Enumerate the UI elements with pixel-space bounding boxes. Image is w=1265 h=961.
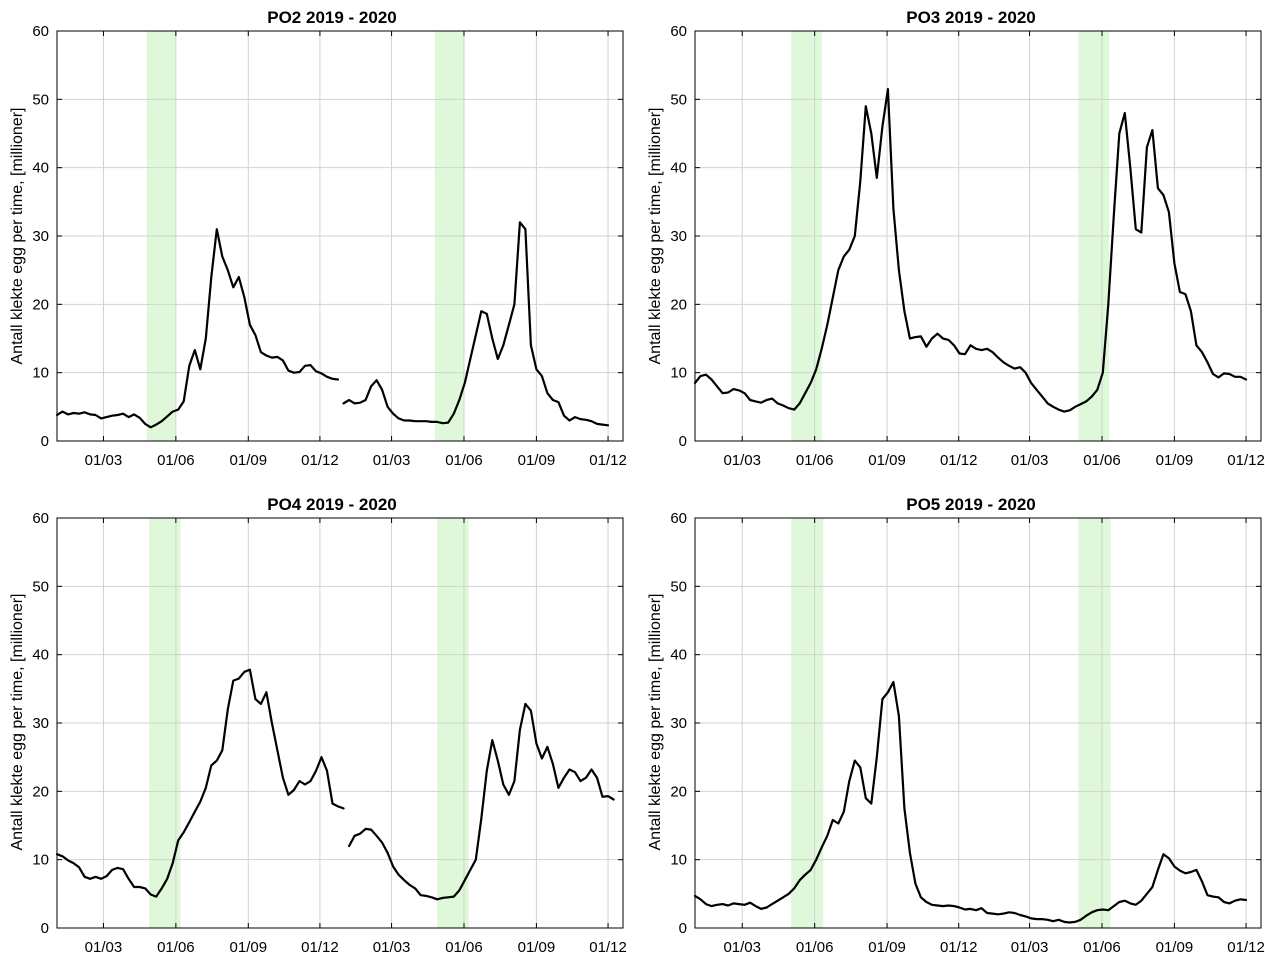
y-tick-label: 50 [32, 91, 49, 108]
x-tick-label: 01/03 [723, 452, 761, 469]
x-tick-label: 01/06 [445, 452, 483, 469]
y-tick-label: 20 [32, 296, 49, 313]
x-tick-label: 01/06 [796, 939, 834, 956]
chart-panel-po2: PO2 2019 - 2020 Antall klekte egg per ti… [9, 8, 627, 469]
y-tick-label: 40 [670, 160, 687, 177]
x-tick-label: 01/12 [301, 939, 339, 956]
x-tick-label: 01/09 [868, 939, 906, 956]
y-tick-label: 10 [32, 365, 49, 382]
y-tick-label: 0 [679, 433, 687, 450]
panel-title: PO5 2019 - 2020 [906, 495, 1035, 514]
x-tick-label: 01/12 [1227, 939, 1265, 956]
chart-panel-po3: PO3 2019 - 2020 Antall klekte egg per ti… [647, 8, 1265, 469]
x-tick-label: 01/06 [157, 452, 195, 469]
y-tick-label: 30 [670, 715, 687, 732]
y-tick-label: 60 [670, 23, 687, 40]
y-axis-label: Antall klekte egg per time, [millioner] [9, 594, 26, 851]
x-tick-label: 01/03 [1011, 939, 1049, 956]
x-tick-label: 01/12 [1227, 452, 1265, 469]
x-tick-label: 01/06 [445, 939, 483, 956]
y-tick-label: 60 [32, 23, 49, 40]
y-tick-label: 0 [41, 920, 49, 937]
x-tick-label: 01/12 [940, 452, 978, 469]
x-tick-label: 01/03 [723, 939, 761, 956]
y-axis-label: Antall klekte egg per time, [millioner] [9, 108, 26, 365]
x-tick-label: 01/06 [796, 452, 834, 469]
y-tick-label: 0 [41, 433, 49, 450]
y-tick-label: 50 [32, 578, 49, 595]
x-tick-label: 01/03 [85, 452, 123, 469]
x-tick-label: 01/03 [373, 452, 411, 469]
panel-title: PO2 2019 - 2020 [267, 8, 396, 27]
x-tick-label: 01/03 [373, 939, 411, 956]
y-tick-label: 30 [32, 715, 49, 732]
y-tick-label: 60 [32, 510, 49, 527]
x-tick-label: 01/09 [1156, 452, 1194, 469]
y-tick-label: 60 [670, 510, 687, 527]
panel-title: PO3 2019 - 2020 [906, 8, 1035, 27]
x-tick-label: 01/06 [1083, 939, 1121, 956]
y-axis-label: Antall klekte egg per time, [millioner] [647, 594, 664, 851]
y-axis-label: Antall klekte egg per time, [millioner] [647, 108, 664, 365]
series-line [55, 228, 340, 429]
series-line [693, 87, 1248, 413]
x-tick-label: 01/12 [589, 452, 627, 469]
y-tick-label: 10 [670, 365, 687, 382]
x-tick-label: 01/12 [301, 452, 339, 469]
chart-panel-po4: PO4 2019 - 2020 Antall klekte egg per ti… [9, 495, 627, 956]
x-tick-label: 01/03 [85, 939, 123, 956]
x-tick-label: 01/12 [589, 939, 627, 956]
y-tick-label: 20 [32, 783, 49, 800]
y-tick-label: 10 [32, 852, 49, 869]
y-tick-label: 30 [670, 228, 687, 245]
y-tick-label: 40 [32, 160, 49, 177]
series-line [55, 668, 345, 898]
x-tick-label: 01/06 [157, 939, 195, 956]
x-tick-label: 01/06 [1083, 452, 1121, 469]
x-tick-label: 01/09 [868, 452, 906, 469]
x-tick-label: 01/09 [230, 452, 268, 469]
y-tick-label: 0 [679, 920, 687, 937]
series-line [342, 221, 610, 427]
chart-panel-po5: PO5 2019 - 2020 Antall klekte egg per ti… [647, 495, 1265, 956]
y-tick-label: 40 [32, 647, 49, 664]
series-line [693, 680, 1248, 924]
panel-title: PO4 2019 - 2020 [267, 495, 396, 514]
x-tick-label: 01/09 [1156, 939, 1194, 956]
x-tick-label: 01/09 [230, 939, 268, 956]
y-tick-label: 20 [670, 296, 687, 313]
y-tick-label: 30 [32, 228, 49, 245]
x-tick-label: 01/03 [1011, 452, 1049, 469]
series-line [348, 702, 615, 901]
y-tick-label: 40 [670, 647, 687, 664]
x-tick-label: 01/09 [518, 452, 556, 469]
x-tick-label: 01/12 [940, 939, 978, 956]
y-tick-label: 20 [670, 783, 687, 800]
y-tick-label: 50 [670, 91, 687, 108]
x-tick-label: 01/09 [518, 939, 556, 956]
y-tick-label: 50 [670, 578, 687, 595]
y-tick-label: 10 [670, 852, 687, 869]
